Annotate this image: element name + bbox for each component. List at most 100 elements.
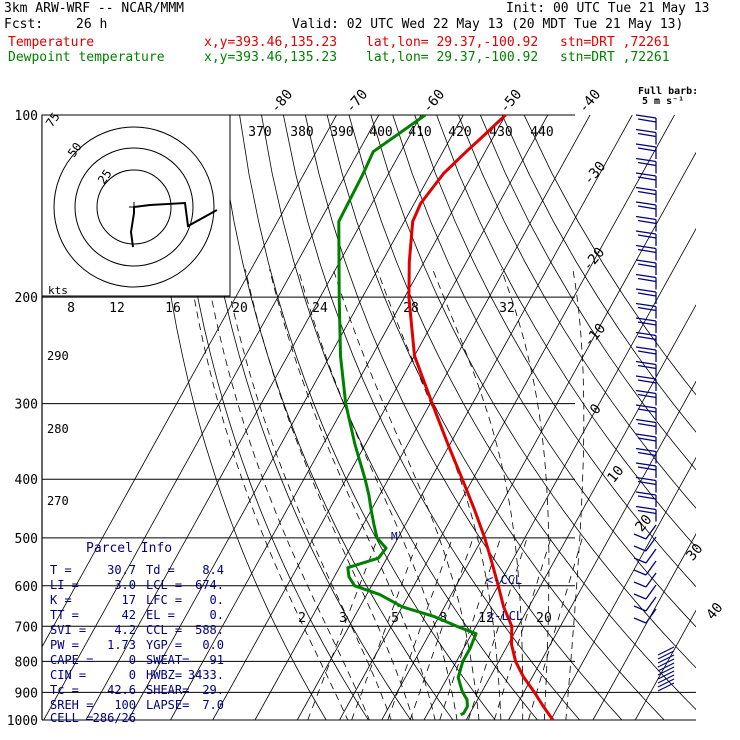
mixing-ratio-label: 2: [298, 611, 306, 626]
isotherm-line: [339, 115, 675, 720]
mixing-ratio-line: [439, 537, 501, 720]
wind-barb-flag: [637, 480, 657, 486]
wind-barb-flag: [633, 593, 647, 600]
theta-e-label: 410: [408, 125, 431, 140]
isotherm-label-top: -70: [343, 87, 372, 117]
fcst-hours: 26 h: [76, 17, 108, 32]
wind-barb-flag: [637, 306, 657, 312]
barb-legend-title: Full barb:: [638, 86, 698, 97]
wind-barb: [657, 658, 675, 668]
isotherm-label-top: -60: [420, 87, 449, 117]
wind-barb-flag: [637, 466, 657, 471]
wind-barb-flag: [637, 335, 657, 341]
wind-barb-flag: [637, 132, 657, 138]
isotherm-label-right: -10: [581, 321, 610, 351]
moist-adiabat-line: [245, 269, 414, 720]
mixing-ratio-line: [387, 537, 453, 720]
dewpoint-profile: [337, 115, 478, 717]
isotherm-line: [254, 115, 591, 720]
parcel-param-value: 588.: [195, 623, 224, 637]
mixing-ratio-line: [493, 537, 552, 720]
parcel-info-title: Parcel Info: [86, 541, 172, 556]
theta-e-label: 370: [248, 125, 271, 140]
parcel-param-label: CAPE =: [50, 653, 93, 667]
dry-adiabat-line: [151, 115, 327, 720]
temperature-latlon: lat,lon= 29.37,-100.92: [366, 35, 539, 50]
wind-barb: [645, 584, 657, 600]
isotherm-line: [465, 304, 696, 720]
mixing-ratio-label: 8: [67, 301, 75, 316]
wind-barb-flag: [637, 147, 657, 152]
ccl-marker: <-CCL: [486, 573, 522, 587]
wind-barb-flag: [633, 545, 647, 552]
isotherm-label-right: 30: [683, 541, 706, 564]
parcel-param-value: 4.2: [114, 623, 136, 637]
parcel-param-value: 1.73: [107, 638, 136, 652]
isotherm-line: [508, 380, 696, 720]
dry-adiabat-line: [370, 115, 696, 669]
wind-barb: [657, 666, 675, 676]
mixing-ratio-label: 32: [499, 301, 515, 316]
wind-barb-flag: [635, 186, 657, 192]
isotherm-label-right: -30: [581, 159, 610, 189]
parcel-param-label: SREH =: [50, 698, 93, 712]
dry-adiabat-line: [304, 115, 623, 720]
wind-barb-flag: [637, 437, 657, 442]
dewpoint-latlon: lat,lon= 29.37,-100.92: [366, 50, 539, 65]
isotherm-line: [42, 115, 337, 648]
isotherm-line: [85, 115, 422, 720]
wind-barb: [657, 670, 675, 680]
valid-time: Valid: 02 UTC Wed 22 May 13 (20 MDT Tue …: [292, 17, 684, 32]
wind-barb-flag: [633, 605, 647, 612]
wind-barb-flag: [637, 451, 657, 457]
moist-adiabat-line: [188, 269, 349, 720]
dry-adiabat-line: [326, 115, 665, 720]
parcel-param-value: 0: [129, 653, 136, 667]
temperature-stn: stn=DRT ,72261: [560, 35, 670, 50]
isotherm-line: [634, 609, 696, 720]
hodo-ring-label-75: 75: [43, 110, 63, 130]
parcel-param-value: 30.7: [107, 563, 136, 577]
theta-e-label: 440: [530, 125, 553, 140]
wind-barb-flag: [637, 248, 657, 254]
mixing-ratio-line: [528, 537, 583, 720]
wind-barb-flag: [637, 277, 657, 283]
dry-adiabat-line: [239, 115, 496, 720]
hodo-ring-label-25: 25: [95, 167, 115, 187]
theta-label: 290: [47, 349, 69, 363]
parcel-info-panel: Parcel Info T = 30.7 Td = 8.4 LI = 3.0 LCL = 67…: [50, 541, 224, 725]
wind-barb-flag: [635, 418, 657, 424]
mixing-ratio-label: 20: [536, 611, 552, 626]
wind-barb: [657, 662, 675, 672]
wind-barb: [657, 654, 675, 664]
mixing-ratio-label: 8: [439, 611, 447, 626]
moist-adiabat-line: [565, 269, 585, 720]
parcel-param-value: 0: [129, 668, 136, 682]
dry-adiabat-line: [348, 115, 696, 711]
parcel-param-value: 7.0: [202, 698, 224, 712]
parcel-param-value: 17: [122, 593, 136, 607]
parcel-param-label: SWEAT=: [146, 653, 189, 667]
theta-e-label: 430: [489, 125, 512, 140]
mixing-ratio-label: 12: [478, 611, 494, 626]
wind-barb-flag: [637, 263, 657, 268]
moist-adiabat-line: [224, 269, 392, 720]
parcel-param-label: CIN =: [50, 668, 86, 682]
pressure-tick-label: 500: [15, 532, 38, 547]
wind-barb-flag: [635, 389, 657, 395]
wind-barb: [645, 608, 657, 624]
wind-barb-flag: [637, 161, 657, 167]
wind-barb-flag: [637, 408, 657, 413]
wind-barb-flag: [637, 379, 657, 384]
wind-barb: [645, 536, 657, 552]
temperature-profile: [407, 115, 555, 720]
wind-barb: [645, 548, 657, 564]
dry-adiabat-line: [261, 115, 538, 720]
parcel-param-label: YGP =: [146, 638, 182, 652]
parcel-param-label: LCL =: [146, 578, 182, 592]
lcl-mark-m: M: [391, 530, 398, 543]
pressure-tick-label: 600: [15, 580, 38, 595]
isotherm-line: [550, 456, 696, 720]
wind-barb-flag: [635, 505, 657, 511]
dry-adiabat-line: [436, 115, 696, 548]
